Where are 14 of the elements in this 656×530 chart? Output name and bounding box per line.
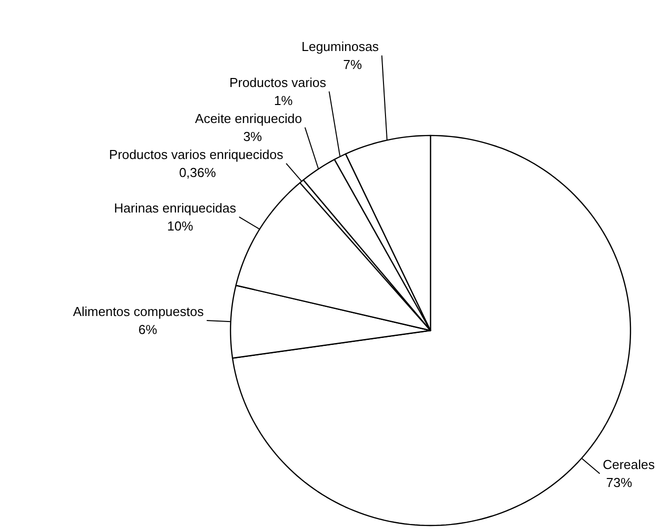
data-label: 1%	[274, 92, 294, 108]
slice-label: Productos varios enriquecidos	[109, 146, 284, 162]
data-label: 3%	[243, 128, 262, 144]
data-label: 73%	[606, 475, 633, 490]
data-label: 10%	[167, 218, 194, 234]
slice-label: Aceite enriquecido	[195, 110, 302, 126]
data-label: 7%	[343, 56, 362, 72]
slice-label: Leguminosas	[301, 38, 380, 54]
data-label: 6%	[138, 322, 158, 338]
slice-label: Productos varios	[229, 74, 327, 90]
slice-label: Cereales	[602, 457, 656, 472]
slice-label: Alimentos compuestos	[72, 304, 204, 320]
slice-label: Harinas enriquecidas	[114, 200, 237, 216]
data-label: 0,36%	[179, 164, 216, 180]
